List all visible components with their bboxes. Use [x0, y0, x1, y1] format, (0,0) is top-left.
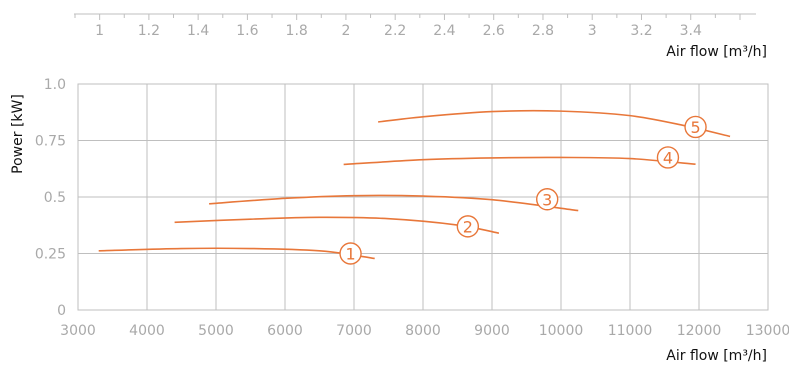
x-tick-label: 5000 — [198, 323, 234, 339]
x-tick-label: 6000 — [267, 323, 303, 339]
top-x-tick-label: 1.4 — [187, 23, 209, 39]
x-tick-label: 10000 — [539, 323, 584, 339]
curve-label-circle — [456, 215, 480, 238]
y-tick-label: 0.25 — [35, 247, 66, 263]
curve-4 — [343, 156, 696, 166]
x-tick-label: 4000 — [129, 323, 165, 339]
grid — [77, 83, 769, 311]
top-x-tick-label: 2 — [341, 23, 350, 39]
plot-frame — [77, 83, 769, 311]
top-x-axis-title: Air flow [m³/h] — [666, 44, 767, 60]
x-tick-label: 9000 — [474, 323, 510, 339]
y-tick-label: 1.0 — [44, 77, 66, 93]
curve-5 — [378, 109, 731, 138]
top-x-tick-label: 2.8 — [532, 23, 554, 39]
x-axis-title: Air flow [m³/h] — [666, 348, 767, 364]
curve-label-circle — [656, 146, 680, 169]
top-x-tick-label: 3 — [588, 23, 597, 39]
y-tick-label: 0 — [57, 303, 66, 319]
curve-3 — [209, 194, 579, 212]
top-x-tick-label: 2.2 — [384, 23, 406, 39]
x-tick-label: 13000 — [746, 323, 789, 339]
x-axis: 3000 4000 5000 6000 7000 8000 9000 10000 11000 12… — [60, 323, 789, 339]
x-tick-label: 12000 — [677, 323, 722, 339]
x-tick-label: 11000 — [608, 323, 653, 339]
x-tick-label: 3000 — [60, 323, 96, 339]
curve-label-number: 2 — [463, 217, 473, 236]
curve-label-circle — [339, 242, 362, 265]
secondary-x-axis: 1 1.2 1.4 1.6 1.8 2 2.2 2.4 2.6 2.8 3 3.2 3.4 — [74, 13, 756, 39]
top-x-tick-label: 2.4 — [433, 23, 455, 39]
top-x-tick-label: 3.4 — [680, 23, 702, 39]
curve-2 — [174, 216, 500, 234]
top-x-tick-label: 1.8 — [286, 23, 308, 39]
top-x-tick-label: 3.2 — [630, 23, 652, 39]
curve-label-circle — [536, 188, 559, 211]
plot-border — [77, 83, 769, 311]
top-x-tick-label: 2.6 — [483, 23, 505, 39]
curves — [98, 109, 731, 260]
curve-labels: 1 2 3 45 — [339, 115, 707, 265]
curve-label-number: 3 — [542, 190, 552, 209]
top-x-tick-label: 1 — [95, 23, 104, 39]
curve-label-number: 4 — [663, 148, 673, 167]
x-tick-label: 8000 — [405, 323, 441, 339]
top-x-tick-label: 1.2 — [138, 23, 160, 39]
top-x-tick-label: 1.6 — [236, 23, 258, 39]
y-axis-title: Power [kW] — [10, 94, 26, 174]
y-axis: 0 0.25 0.5 0.75 1.0 — [35, 77, 66, 319]
curve-label-circle — [684, 115, 707, 139]
curve-label-number: 5 — [690, 118, 700, 137]
y-tick-label: 0.5 — [44, 190, 66, 206]
curve-label-number: 1 — [345, 245, 355, 264]
x-tick-label: 7000 — [336, 323, 372, 339]
y-tick-label: 0.75 — [35, 134, 66, 150]
